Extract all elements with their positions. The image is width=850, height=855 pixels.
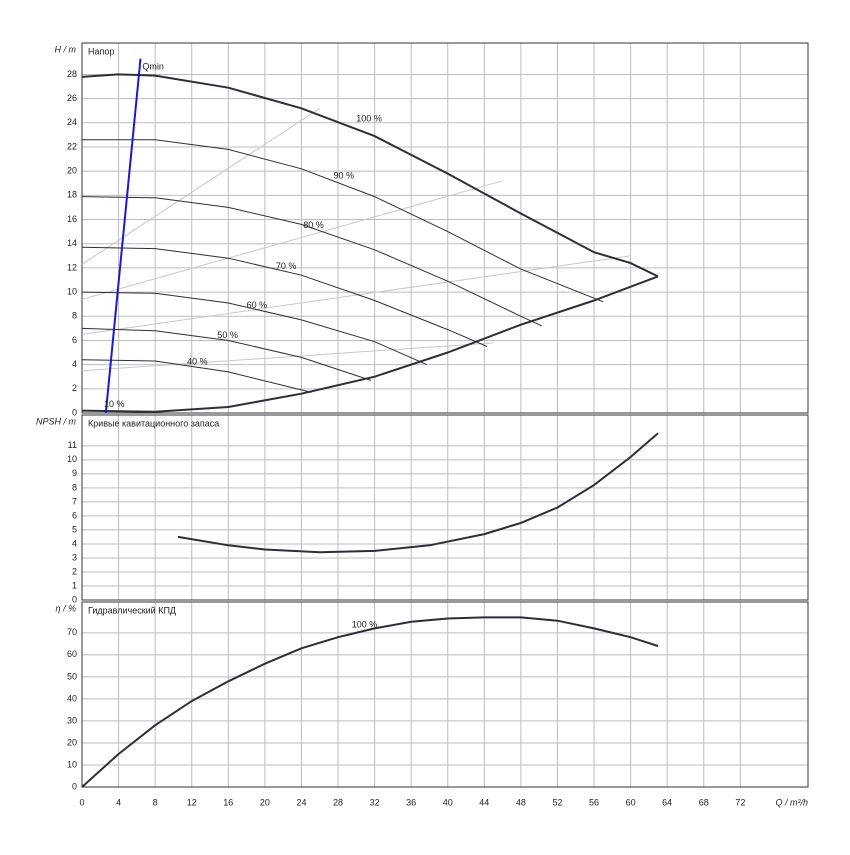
curve — [177, 432, 659, 554]
y-tick-label: 70 — [67, 627, 77, 637]
x-tick-label: 64 — [662, 797, 672, 807]
x-tick-label: 24 — [296, 797, 306, 807]
x-tick-label: 0 — [79, 797, 84, 807]
y-tick-label: 40 — [67, 693, 77, 703]
y-tick-label: 20 — [67, 737, 77, 747]
y-tick-label: 6 — [72, 510, 77, 520]
y-tick-label: 10 — [67, 286, 77, 296]
y-tick-label: 0 — [72, 594, 77, 604]
y-tick-label: 14 — [67, 238, 77, 248]
y-tick-label: 18 — [67, 190, 77, 200]
plot-border — [81, 42, 809, 414]
y-tick-label: 30 — [67, 715, 77, 725]
x-axis-label: Q / m³/h — [775, 797, 808, 807]
curve — [81, 291, 427, 366]
plot-area — [82, 43, 808, 413]
curve — [81, 180, 503, 300]
x-tick-label: 48 — [516, 797, 526, 807]
curve — [82, 139, 604, 303]
curve — [81, 616, 659, 788]
panel-title: Гидравлический КПД — [88, 605, 176, 615]
curve-label: Qmin — [142, 62, 164, 72]
plot-border — [81, 414, 809, 601]
x-tick-label: 20 — [260, 797, 270, 807]
y-tick-label: 10 — [67, 454, 77, 464]
y-tick-label: 24 — [67, 117, 77, 127]
y-tick-label: 5 — [72, 524, 77, 534]
curve — [81, 107, 320, 265]
y-tick-label: 28 — [67, 69, 77, 79]
curve-label: 100 % — [352, 620, 378, 630]
curve — [81, 196, 543, 327]
y-axis-label: H / m — [55, 44, 77, 54]
panel-title: Напор — [88, 46, 114, 56]
x-tick-label: 68 — [699, 797, 709, 807]
x-tick-label: 4 — [116, 797, 121, 807]
y-tick-label: 22 — [67, 141, 77, 151]
x-tick-label: 60 — [626, 797, 636, 807]
panel-title: Кривые кавитационного запаса — [88, 418, 219, 428]
y-tick-label: 20 — [67, 166, 77, 176]
curve — [81, 246, 488, 347]
curve — [104, 58, 142, 414]
x-tick-label: 36 — [406, 797, 416, 807]
x-tick-label: 8 — [153, 797, 158, 807]
y-tick-label: 4 — [72, 359, 77, 369]
y-tick-label: 0 — [72, 781, 77, 791]
y-tick-label: 4 — [72, 538, 77, 548]
curve — [81, 342, 494, 372]
y-tick-label: 8 — [72, 482, 77, 492]
x-tick-label: 44 — [479, 797, 489, 807]
y-tick-label: 2 — [72, 383, 77, 393]
x-tick-label: 56 — [589, 797, 599, 807]
y-tick-label: 7 — [72, 496, 77, 506]
curve-label: 90 % — [333, 170, 354, 180]
curve-label: 70 % — [276, 261, 297, 271]
y-tick-label: 60 — [67, 649, 77, 659]
y-tick-label: 26 — [67, 93, 77, 103]
y-axis-label: NPSH / m — [36, 416, 77, 426]
y-tick-label: 12 — [67, 262, 77, 272]
y-tick-label: 11 — [68, 440, 77, 450]
curve-label: 10 % — [104, 399, 125, 409]
x-tick-label: 28 — [333, 797, 343, 807]
x-tick-label: 52 — [552, 797, 562, 807]
x-tick-label: 40 — [443, 797, 453, 807]
curve — [81, 255, 631, 335]
curve-label: 50 % — [217, 330, 238, 340]
curve — [81, 359, 312, 393]
x-tick-label: 16 — [223, 797, 233, 807]
y-tick-label: 10 — [67, 759, 77, 769]
curve-label: 40 % — [187, 357, 208, 367]
y-tick-label: 6 — [72, 335, 77, 345]
y-tick-label: 3 — [72, 552, 77, 562]
y-tick-label: 9 — [72, 468, 77, 478]
y-tick-label: 8 — [72, 311, 77, 321]
y-tick-label: 16 — [67, 214, 77, 224]
curve-label: 80 % — [303, 220, 324, 230]
curve-label: 60 % — [247, 300, 268, 310]
y-tick-label: 2 — [72, 566, 77, 576]
y-tick-label: 1 — [72, 580, 77, 590]
x-tick-label: 12 — [187, 797, 197, 807]
plot-border — [81, 601, 809, 788]
curve — [81, 327, 372, 381]
y-tick-label: 0 — [72, 407, 77, 417]
y-axis-label: η / % — [55, 603, 76, 613]
curve-label: 100 % — [356, 114, 382, 124]
curve — [81, 275, 659, 413]
x-tick-label: 32 — [370, 797, 380, 807]
y-tick-label: 50 — [67, 671, 77, 681]
x-tick-label: 72 — [735, 797, 745, 807]
curve — [81, 73, 659, 278]
plot-area — [82, 602, 808, 787]
